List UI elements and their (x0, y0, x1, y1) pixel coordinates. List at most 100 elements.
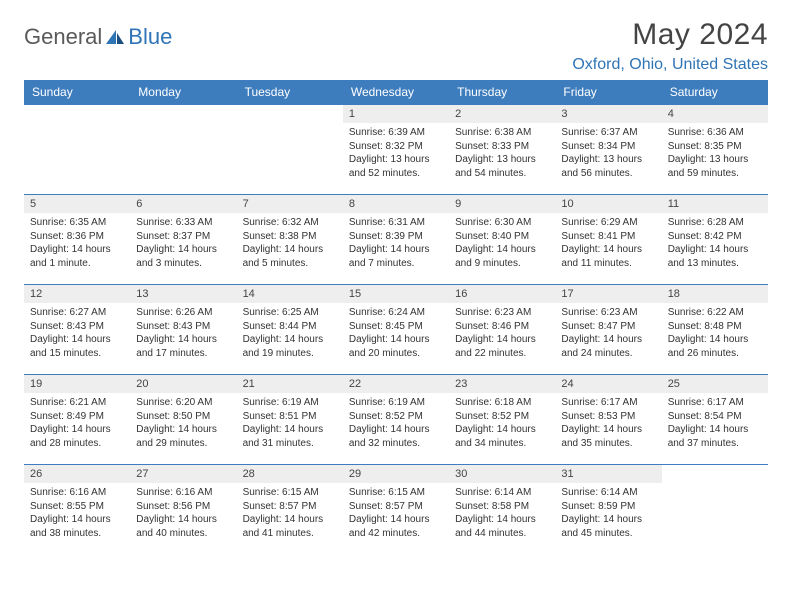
sunset-text: Sunset: 8:55 PM (30, 500, 124, 514)
day-number: 1 (343, 105, 449, 123)
calendar-day-cell: 26Sunrise: 6:16 AMSunset: 8:55 PMDayligh… (24, 465, 130, 555)
calendar-day-cell: 25Sunrise: 6:17 AMSunset: 8:54 PMDayligh… (662, 375, 768, 465)
day-details: Sunrise: 6:17 AMSunset: 8:54 PMDaylight:… (662, 393, 768, 456)
day-details: Sunrise: 6:24 AMSunset: 8:45 PMDaylight:… (343, 303, 449, 366)
daylight-text: Daylight: 14 hours and 11 minutes. (561, 243, 655, 270)
day-number: 24 (555, 375, 661, 393)
sunset-text: Sunset: 8:54 PM (668, 410, 762, 424)
day-details: Sunrise: 6:31 AMSunset: 8:39 PMDaylight:… (343, 213, 449, 276)
logo-text-general: General (24, 24, 102, 50)
day-details: Sunrise: 6:14 AMSunset: 8:59 PMDaylight:… (555, 483, 661, 546)
daylight-text: Daylight: 14 hours and 29 minutes. (136, 423, 230, 450)
day-number: 14 (237, 285, 343, 303)
day-details: Sunrise: 6:15 AMSunset: 8:57 PMDaylight:… (343, 483, 449, 546)
calendar-day-cell: 31Sunrise: 6:14 AMSunset: 8:59 PMDayligh… (555, 465, 661, 555)
day-details: Sunrise: 6:21 AMSunset: 8:49 PMDaylight:… (24, 393, 130, 456)
day-number: 2 (449, 105, 555, 123)
sunset-text: Sunset: 8:37 PM (136, 230, 230, 244)
sunset-text: Sunset: 8:32 PM (349, 140, 443, 154)
daylight-text: Daylight: 14 hours and 24 minutes. (561, 333, 655, 360)
day-details: Sunrise: 6:30 AMSunset: 8:40 PMDaylight:… (449, 213, 555, 276)
sunset-text: Sunset: 8:34 PM (561, 140, 655, 154)
day-number: 28 (237, 465, 343, 483)
weekday-header-row: Sunday Monday Tuesday Wednesday Thursday… (24, 80, 768, 105)
daylight-text: Daylight: 14 hours and 15 minutes. (30, 333, 124, 360)
day-details: Sunrise: 6:19 AMSunset: 8:52 PMDaylight:… (343, 393, 449, 456)
sunset-text: Sunset: 8:38 PM (243, 230, 337, 244)
calendar-day-cell: 19Sunrise: 6:21 AMSunset: 8:49 PMDayligh… (24, 375, 130, 465)
sunset-text: Sunset: 8:57 PM (243, 500, 337, 514)
calendar-day-cell: 1Sunrise: 6:39 AMSunset: 8:32 PMDaylight… (343, 105, 449, 195)
daylight-text: Daylight: 13 hours and 59 minutes. (668, 153, 762, 180)
daylight-text: Daylight: 14 hours and 13 minutes. (668, 243, 762, 270)
calendar-day-cell: 15Sunrise: 6:24 AMSunset: 8:45 PMDayligh… (343, 285, 449, 375)
sunset-text: Sunset: 8:57 PM (349, 500, 443, 514)
sunrise-text: Sunrise: 6:33 AM (136, 216, 230, 230)
sunset-text: Sunset: 8:39 PM (349, 230, 443, 244)
day-details: Sunrise: 6:27 AMSunset: 8:43 PMDaylight:… (24, 303, 130, 366)
day-number: 3 (555, 105, 661, 123)
day-number: 23 (449, 375, 555, 393)
sunset-text: Sunset: 8:51 PM (243, 410, 337, 424)
sunrise-text: Sunrise: 6:27 AM (30, 306, 124, 320)
calendar-day-cell: 13Sunrise: 6:26 AMSunset: 8:43 PMDayligh… (130, 285, 236, 375)
sunrise-text: Sunrise: 6:23 AM (561, 306, 655, 320)
sunrise-text: Sunrise: 6:17 AM (668, 396, 762, 410)
daylight-text: Daylight: 14 hours and 22 minutes. (455, 333, 549, 360)
day-number: 9 (449, 195, 555, 213)
day-number: 6 (130, 195, 236, 213)
sunset-text: Sunset: 8:53 PM (561, 410, 655, 424)
sunset-text: Sunset: 8:50 PM (136, 410, 230, 424)
daylight-text: Daylight: 14 hours and 35 minutes. (561, 423, 655, 450)
sunrise-text: Sunrise: 6:14 AM (561, 486, 655, 500)
calendar-week-row: 26Sunrise: 6:16 AMSunset: 8:55 PMDayligh… (24, 465, 768, 555)
day-number: 25 (662, 375, 768, 393)
daylight-text: Daylight: 14 hours and 9 minutes. (455, 243, 549, 270)
daylight-text: Daylight: 14 hours and 7 minutes. (349, 243, 443, 270)
day-details: Sunrise: 6:16 AMSunset: 8:55 PMDaylight:… (24, 483, 130, 546)
calendar-day-cell: 12Sunrise: 6:27 AMSunset: 8:43 PMDayligh… (24, 285, 130, 375)
sunrise-text: Sunrise: 6:24 AM (349, 306, 443, 320)
sunrise-text: Sunrise: 6:25 AM (243, 306, 337, 320)
day-details: Sunrise: 6:18 AMSunset: 8:52 PMDaylight:… (449, 393, 555, 456)
day-number: 15 (343, 285, 449, 303)
calendar-day-cell: 16Sunrise: 6:23 AMSunset: 8:46 PMDayligh… (449, 285, 555, 375)
day-details: Sunrise: 6:17 AMSunset: 8:53 PMDaylight:… (555, 393, 661, 456)
sunrise-text: Sunrise: 6:23 AM (455, 306, 549, 320)
calendar-day-cell: 2Sunrise: 6:38 AMSunset: 8:33 PMDaylight… (449, 105, 555, 195)
day-number: 8 (343, 195, 449, 213)
day-details: Sunrise: 6:29 AMSunset: 8:41 PMDaylight:… (555, 213, 661, 276)
sunrise-text: Sunrise: 6:17 AM (561, 396, 655, 410)
location-subtitle: Oxford, Ohio, United States (572, 56, 768, 74)
day-number: 19 (24, 375, 130, 393)
daylight-text: Daylight: 14 hours and 5 minutes. (243, 243, 337, 270)
day-details: Sunrise: 6:36 AMSunset: 8:35 PMDaylight:… (662, 123, 768, 186)
sunset-text: Sunset: 8:49 PM (30, 410, 124, 424)
day-details: Sunrise: 6:33 AMSunset: 8:37 PMDaylight:… (130, 213, 236, 276)
daylight-text: Daylight: 14 hours and 3 minutes. (136, 243, 230, 270)
sunset-text: Sunset: 8:58 PM (455, 500, 549, 514)
sunset-text: Sunset: 8:40 PM (455, 230, 549, 244)
calendar-day-cell: 10Sunrise: 6:29 AMSunset: 8:41 PMDayligh… (555, 195, 661, 285)
sunrise-text: Sunrise: 6:15 AM (243, 486, 337, 500)
daylight-text: Daylight: 14 hours and 41 minutes. (243, 513, 337, 540)
month-title: May 2024 (572, 18, 768, 52)
calendar-day-cell (662, 465, 768, 555)
day-details: Sunrise: 6:38 AMSunset: 8:33 PMDaylight:… (449, 123, 555, 186)
day-number: 7 (237, 195, 343, 213)
day-details: Sunrise: 6:35 AMSunset: 8:36 PMDaylight:… (24, 213, 130, 276)
day-number: 31 (555, 465, 661, 483)
sunrise-text: Sunrise: 6:31 AM (349, 216, 443, 230)
logo-text-blue: Blue (128, 24, 172, 50)
sunset-text: Sunset: 8:43 PM (30, 320, 124, 334)
calendar-week-row: 1Sunrise: 6:39 AMSunset: 8:32 PMDaylight… (24, 105, 768, 195)
sunrise-text: Sunrise: 6:38 AM (455, 126, 549, 140)
sunrise-text: Sunrise: 6:16 AM (30, 486, 124, 500)
sunrise-text: Sunrise: 6:35 AM (30, 216, 124, 230)
day-details: Sunrise: 6:23 AMSunset: 8:47 PMDaylight:… (555, 303, 661, 366)
daylight-text: Daylight: 14 hours and 28 minutes. (30, 423, 124, 450)
sunset-text: Sunset: 8:42 PM (668, 230, 762, 244)
day-number: 17 (555, 285, 661, 303)
calendar-day-cell: 17Sunrise: 6:23 AMSunset: 8:47 PMDayligh… (555, 285, 661, 375)
day-number: 10 (555, 195, 661, 213)
